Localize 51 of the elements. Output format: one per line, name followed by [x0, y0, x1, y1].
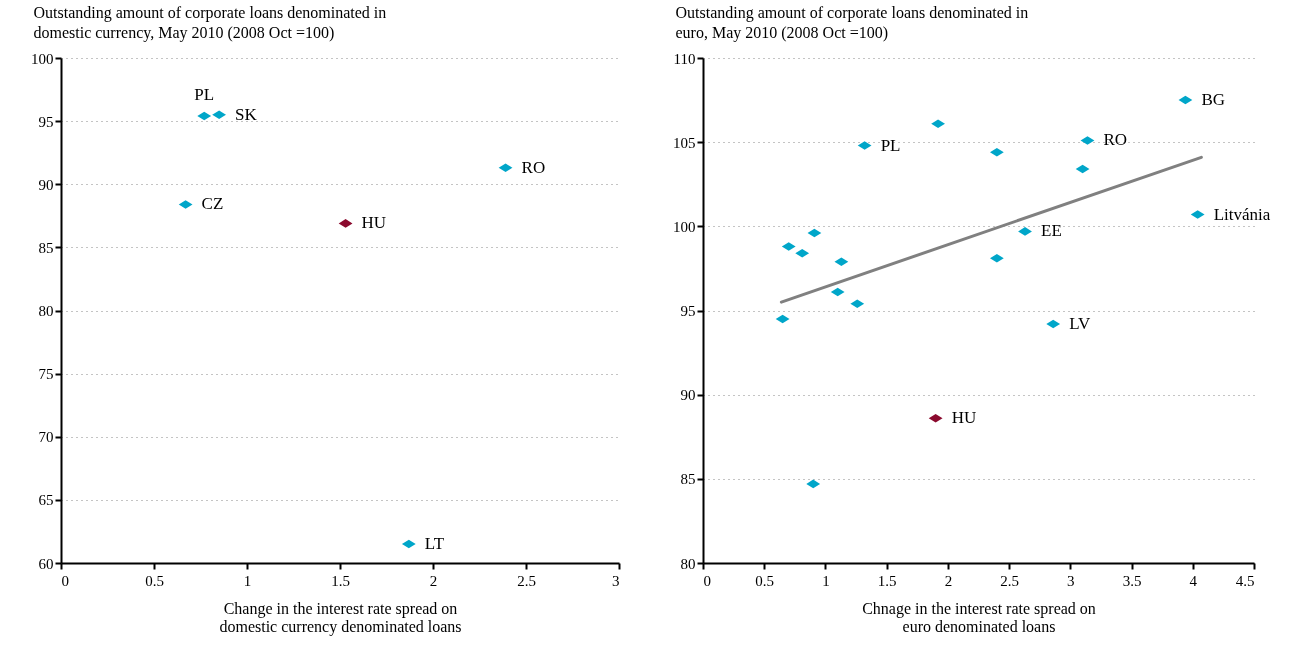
- y-tick-label: 85: [680, 471, 696, 488]
- y-tick-label: 65: [38, 492, 54, 509]
- y-axis-title: Outstanding amount of corporate loans denominated in euro, May 2010 (2008 Oct =100): [675, 3, 1029, 42]
- y-tick-label: 60: [38, 555, 54, 572]
- annotation: EE: [1041, 221, 1062, 241]
- annotation: HU: [361, 213, 387, 233]
- annotation: Litvánia: [1213, 204, 1271, 224]
- x-tick-label: 3: [612, 572, 620, 589]
- x-tick-label: 1: [822, 572, 830, 589]
- y-tick-label: 100: [31, 50, 54, 67]
- x-tick-label: 3: [1067, 572, 1075, 589]
- x-tick-label: 1: [243, 572, 252, 589]
- x-tick-label: 2.5: [517, 572, 536, 589]
- y-tick-label: 90: [680, 387, 696, 404]
- y-tick-label: 110: [673, 50, 696, 67]
- x-tick-label: 2: [429, 572, 438, 589]
- x-axis-title: Change in the interest rate spread on domestic currency denominated loans: [219, 599, 462, 636]
- annotation: PL: [880, 135, 901, 155]
- x-tick-label: 1.5: [877, 572, 897, 589]
- y-tick-label: 80: [38, 303, 54, 319]
- annotation: LV: [1069, 313, 1092, 333]
- x-tick-label: 2: [944, 572, 953, 589]
- annotation: SK: [235, 104, 258, 124]
- y-tick-label: 95: [38, 113, 54, 130]
- annotation: CZ: [201, 194, 224, 214]
- x-tick-label: 0: [703, 572, 711, 589]
- y-tick-label: 75: [38, 366, 54, 383]
- x-tick-label: 4: [1189, 572, 1198, 589]
- annotation: LT: [424, 534, 445, 554]
- x-tick-label: 1.5: [331, 572, 350, 589]
- y-tick-label: 80: [680, 555, 696, 572]
- point: [212, 110, 226, 120]
- annotation: HU: [951, 408, 977, 428]
- x-tick-label: 0.5: [755, 572, 775, 589]
- y-tick-label: 90: [38, 176, 54, 193]
- annotation: BG: [1201, 90, 1226, 110]
- x-tick-label: 2.5: [1000, 572, 1019, 589]
- y-axis-title: Outstanding amount of corporate loans denominated in domestic currency, May 2010 (2008 Oct =100): [33, 3, 387, 42]
- annotation: RO: [1103, 130, 1128, 150]
- y-tick-label: 70: [38, 429, 54, 446]
- y-tick-label: 85: [38, 239, 54, 256]
- x-tick-label: 0.5: [145, 572, 164, 589]
- y-tick-label: 105: [673, 134, 696, 151]
- x-tick-label: 4.5: [1235, 572, 1255, 589]
- annotation: RO: [521, 157, 546, 177]
- x-tick-label: 0: [61, 572, 69, 589]
- y-tick-label: 100: [673, 218, 696, 235]
- x-tick-label: 3.5: [1122, 572, 1142, 589]
- x-axis-title: Chnage in the interest rate spread on euro denominated loans: [862, 599, 1096, 635]
- y-tick-label: 95: [680, 303, 696, 319]
- annotation: PL: [194, 85, 215, 105]
